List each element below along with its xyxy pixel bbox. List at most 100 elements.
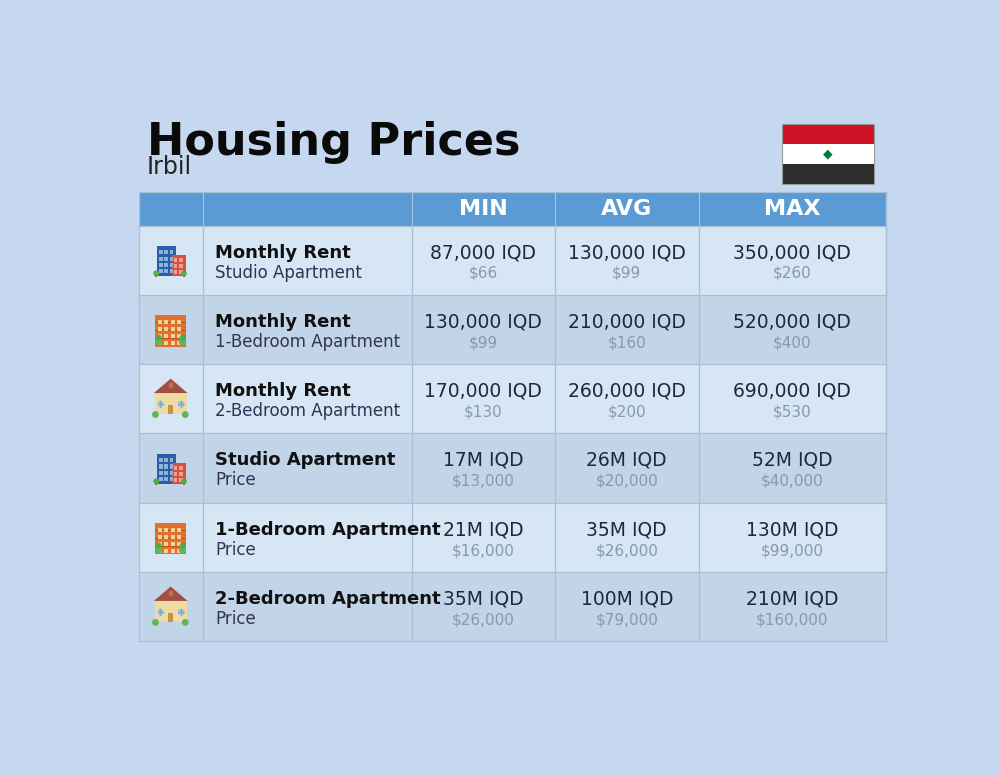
Circle shape <box>181 478 187 484</box>
Bar <box>179 472 183 476</box>
Bar <box>164 334 168 338</box>
Circle shape <box>153 478 159 484</box>
Circle shape <box>182 411 189 418</box>
Circle shape <box>155 546 163 553</box>
Text: 130,000 IQD: 130,000 IQD <box>568 243 686 262</box>
Polygon shape <box>154 379 188 393</box>
Bar <box>159 471 163 475</box>
Bar <box>159 269 163 273</box>
Bar <box>169 591 173 596</box>
Text: $99,000: $99,000 <box>761 543 824 558</box>
Bar <box>170 458 173 462</box>
Text: 260,000 IQD: 260,000 IQD <box>568 382 686 400</box>
Text: $260: $260 <box>773 266 812 281</box>
Bar <box>164 542 168 546</box>
Text: Price: Price <box>215 610 256 628</box>
Bar <box>170 471 173 475</box>
Text: Monthly Rent: Monthly Rent <box>215 382 351 400</box>
Text: 210M IQD: 210M IQD <box>746 590 839 608</box>
Bar <box>178 609 184 615</box>
Circle shape <box>155 338 163 346</box>
Bar <box>177 542 181 546</box>
Circle shape <box>153 270 159 276</box>
Text: $160,000: $160,000 <box>756 612 829 627</box>
Text: 1-Bedroom Apartment: 1-Bedroom Apartment <box>215 521 441 539</box>
Bar <box>177 334 181 338</box>
Bar <box>164 458 168 462</box>
Bar <box>155 530 186 532</box>
Bar <box>170 465 173 469</box>
Bar <box>171 535 175 539</box>
Bar <box>177 549 181 553</box>
Bar <box>174 264 177 268</box>
Bar <box>164 251 168 255</box>
Text: $99: $99 <box>612 266 641 281</box>
Bar <box>155 546 186 547</box>
Bar <box>155 275 157 277</box>
Bar <box>171 334 175 338</box>
Bar <box>171 320 175 324</box>
Text: 21M IQD: 21M IQD <box>443 520 524 539</box>
Bar <box>157 246 176 276</box>
Text: $530: $530 <box>773 404 812 419</box>
Bar <box>183 483 185 485</box>
Bar <box>155 483 157 485</box>
Bar <box>179 270 183 274</box>
Text: AVG: AVG <box>601 199 652 219</box>
Text: $40,000: $40,000 <box>761 473 824 489</box>
Bar <box>139 503 886 572</box>
Bar <box>159 477 163 481</box>
Text: 350,000 IQD: 350,000 IQD <box>733 243 851 262</box>
Bar <box>164 263 168 267</box>
Bar <box>164 341 168 345</box>
Bar <box>158 528 162 532</box>
Text: Price: Price <box>215 541 256 559</box>
Bar <box>177 535 181 539</box>
Text: 1-Bedroom Apartment: 1-Bedroom Apartment <box>215 333 400 351</box>
Circle shape <box>156 542 162 548</box>
Text: 100M IQD: 100M IQD <box>581 590 673 608</box>
Bar <box>174 478 177 482</box>
Bar <box>155 315 186 347</box>
Text: 35M IQD: 35M IQD <box>443 590 524 608</box>
Text: Monthly Rent: Monthly Rent <box>215 244 351 262</box>
Text: 130,000 IQD: 130,000 IQD <box>424 312 542 331</box>
Circle shape <box>181 270 187 276</box>
Bar <box>164 257 168 261</box>
Bar <box>174 258 177 262</box>
Bar <box>164 320 168 324</box>
Bar <box>139 295 886 364</box>
Bar <box>177 528 181 532</box>
Bar <box>164 269 168 273</box>
Bar <box>171 542 175 546</box>
Text: Monthly Rent: Monthly Rent <box>215 313 351 331</box>
Text: $26,000: $26,000 <box>595 543 658 558</box>
Text: 520,000 IQD: 520,000 IQD <box>733 312 851 331</box>
Circle shape <box>180 334 185 340</box>
Bar <box>164 471 168 475</box>
Text: Price: Price <box>215 472 256 490</box>
Bar <box>177 341 181 345</box>
Circle shape <box>182 619 189 625</box>
Text: ◆: ◆ <box>823 147 833 161</box>
Bar <box>170 269 173 273</box>
Text: 2-Bedroom Apartment: 2-Bedroom Apartment <box>215 402 400 420</box>
Text: Irbil: Irbil <box>147 155 192 179</box>
Bar <box>158 341 162 345</box>
Text: $400: $400 <box>773 335 812 350</box>
Text: 26M IQD: 26M IQD <box>586 451 667 470</box>
Text: 170,000 IQD: 170,000 IQD <box>424 382 542 400</box>
Bar <box>177 320 181 324</box>
Bar <box>159 257 163 261</box>
Bar <box>158 320 162 324</box>
Bar <box>183 275 185 277</box>
Text: $20,000: $20,000 <box>595 473 658 489</box>
Bar <box>158 535 162 539</box>
Bar <box>170 257 173 261</box>
Bar <box>158 334 162 338</box>
Text: 130M IQD: 130M IQD <box>746 520 839 539</box>
Bar <box>155 338 186 339</box>
Bar <box>155 323 186 324</box>
Bar <box>157 454 176 484</box>
Bar <box>139 364 886 434</box>
